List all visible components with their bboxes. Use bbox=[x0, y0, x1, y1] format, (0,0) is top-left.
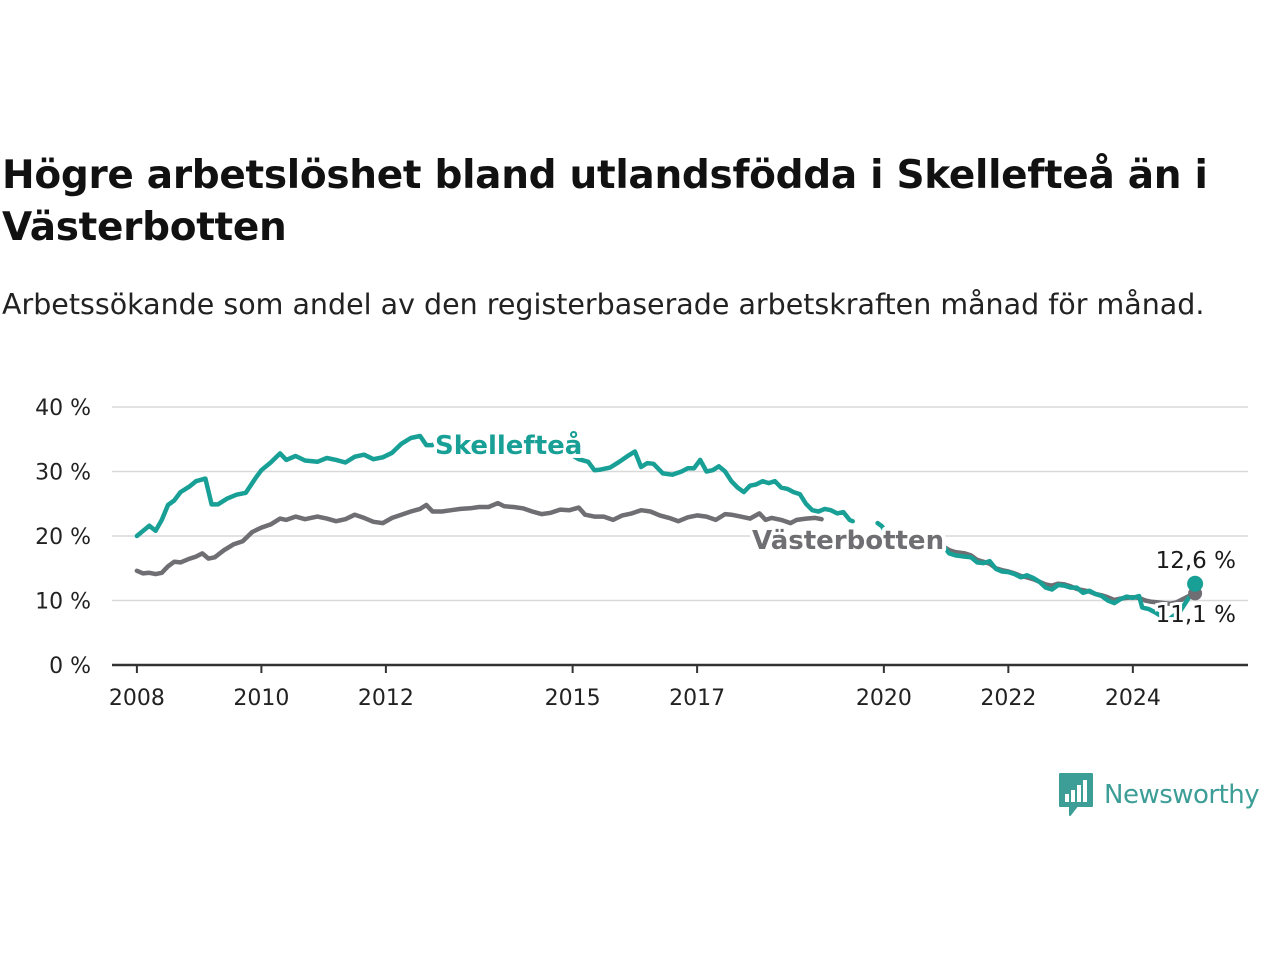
x-tick-label: 2020 bbox=[856, 686, 912, 711]
y-axis-ticks: 0 % 10 % 20 % 30 % 40 % bbox=[35, 396, 91, 679]
series-line-skellefteå bbox=[134, 433, 1198, 624]
y-tick-label: 10 % bbox=[35, 590, 91, 615]
x-tick-label: 2010 bbox=[233, 686, 289, 711]
chart-subtitle: Arbetssökande som andel av den registerb… bbox=[2, 288, 1205, 321]
x-axis: 2008 2010 2012 2015 2017 2020 2022 2024 bbox=[109, 663, 1248, 711]
end-value-label: 12,6 % bbox=[1156, 548, 1236, 574]
y-tick-label: 40 % bbox=[35, 396, 91, 421]
x-tick-label: 2008 bbox=[109, 686, 165, 711]
y-tick-label: 20 % bbox=[35, 525, 91, 550]
gridlines bbox=[112, 406, 1248, 602]
x-tick-label: 2022 bbox=[980, 686, 1036, 711]
series-lines bbox=[134, 433, 1204, 624]
series-label: Västerbotten bbox=[752, 526, 944, 556]
x-tick-label: 2015 bbox=[545, 686, 601, 711]
x-tick-label: 2024 bbox=[1105, 686, 1161, 711]
series-labels: Skellefteå Västerbotten 12,6 % 11,1 % bbox=[431, 425, 1239, 631]
y-tick-label: 0 % bbox=[49, 654, 91, 679]
y-tick-label: 30 % bbox=[35, 461, 91, 486]
end-value-label: 11,1 % bbox=[1156, 602, 1236, 628]
line-chart: 0 % 10 % 20 % 30 % 40 % 2008 2010 2012 2015 2017… bbox=[35, 396, 1248, 711]
chart-title: Högre arbetslöshet bland utlandsfödda i … bbox=[2, 153, 1208, 250]
x-tick-label: 2017 bbox=[669, 686, 725, 711]
x-tick-label: 2012 bbox=[358, 686, 414, 711]
brand-name: Newsworthy bbox=[1104, 780, 1260, 810]
newsworthy-logo-icon bbox=[1059, 773, 1093, 816]
series-line-västerbotten bbox=[134, 500, 1198, 606]
newsworthy-brand: Newsworthy bbox=[1058, 772, 1260, 818]
endpoint-dot bbox=[1187, 575, 1204, 592]
series-label: Skellefteå bbox=[435, 429, 582, 461]
